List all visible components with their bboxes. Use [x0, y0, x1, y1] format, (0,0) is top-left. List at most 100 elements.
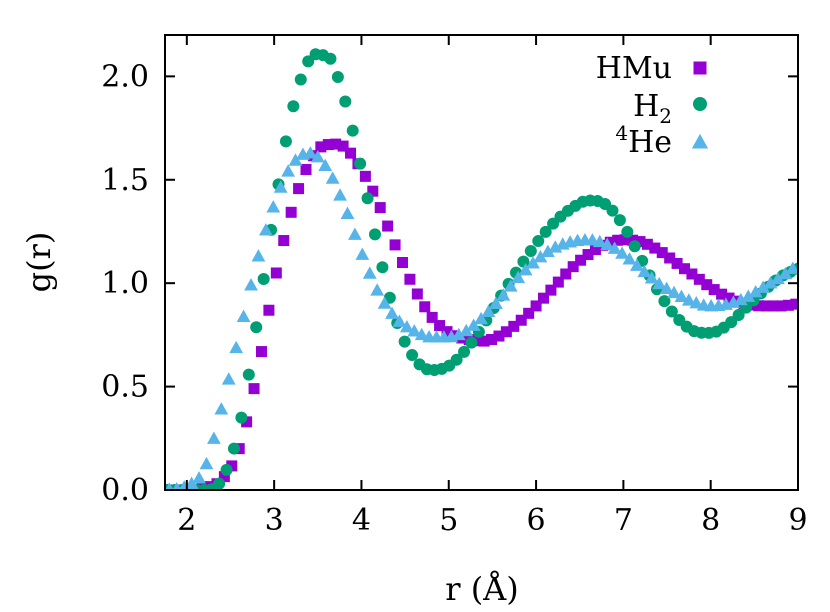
series-point: [511, 270, 526, 283]
series-point: [612, 234, 624, 246]
y-axis-label: g(r): [20, 232, 58, 293]
series-point: [325, 171, 340, 184]
y-tick-label: 1.5: [101, 163, 149, 198]
series-point: [667, 285, 681, 299]
series-point: [374, 202, 386, 214]
series-point: [396, 256, 408, 268]
series-point: [376, 261, 389, 274]
series-point: [532, 235, 545, 248]
legend-h2-subscript: 2: [659, 104, 672, 128]
series-point: [348, 227, 362, 240]
legend-marker-4he: [691, 133, 709, 149]
series-point: [318, 158, 333, 171]
series-point: [419, 301, 431, 313]
legend: HMu H2 4He: [596, 51, 709, 160]
series-point: [575, 254, 587, 266]
series-point: [771, 271, 785, 285]
series-point: [250, 321, 263, 334]
series-point: [613, 214, 626, 227]
series-point: [279, 135, 292, 148]
series-layer: [165, 48, 798, 490]
series-point: [392, 314, 407, 327]
series-point: [213, 477, 226, 490]
series-point: [716, 288, 728, 300]
legend-he4-superscript: 4: [615, 121, 628, 145]
series-point: [533, 250, 548, 263]
series-point: [355, 247, 370, 260]
series-point: [496, 288, 511, 301]
series-point: [385, 306, 399, 319]
series-4he: [165, 146, 798, 490]
series-point: [330, 138, 342, 150]
series-point: [389, 239, 401, 251]
series-point: [199, 456, 214, 470]
series-point: [466, 318, 481, 331]
series-point: [293, 183, 305, 195]
series-point: [763, 276, 778, 289]
series-point: [582, 249, 594, 261]
series-point: [377, 296, 392, 309]
series-point: [622, 252, 637, 265]
series-h2: [165, 48, 798, 490]
series-point: [414, 327, 429, 341]
legend-label-hmu: HMu: [596, 51, 672, 86]
series-point: [302, 55, 315, 68]
series-point: [278, 235, 290, 247]
series-point: [340, 206, 355, 220]
series-point: [600, 237, 615, 250]
series-point: [172, 482, 182, 490]
series-point: [441, 326, 453, 338]
series-point: [658, 295, 671, 308]
series-point: [592, 234, 607, 248]
series-point: [723, 292, 735, 304]
series-point: [315, 141, 327, 153]
series-point: [300, 164, 312, 176]
series-point: [354, 157, 367, 170]
series-point: [221, 372, 236, 385]
series-point: [493, 330, 505, 342]
series-point: [486, 333, 498, 345]
series-point: [411, 288, 423, 300]
series-point: [367, 185, 379, 197]
series-point: [619, 234, 631, 246]
series-point: [451, 327, 466, 341]
series-point: [725, 316, 738, 329]
series-point: [333, 188, 347, 201]
series-point: [324, 52, 337, 65]
series-point: [251, 249, 266, 262]
series-point: [270, 267, 282, 279]
series-point: [489, 296, 503, 310]
series-point: [165, 482, 174, 490]
series-point: [628, 240, 641, 253]
y-tick-label: 1.0: [101, 266, 149, 301]
series-point: [370, 283, 385, 296]
series-point: [641, 238, 653, 250]
x-tick-label: 8: [701, 503, 720, 538]
series-point: [659, 281, 674, 294]
series-point: [257, 272, 270, 285]
ticks-layer: 2 3 4 5 6 7 8 9 0.0 0.5 1.0 1.5 2.0: [101, 35, 808, 538]
series-point: [790, 298, 798, 310]
series-point: [399, 319, 414, 333]
series-point: [281, 164, 295, 177]
series-point: [537, 292, 549, 304]
series-point: [756, 280, 770, 293]
series-point: [589, 243, 601, 255]
series-point: [785, 261, 798, 274]
y-tick-label: 2.0: [101, 59, 149, 94]
series-point: [266, 200, 281, 213]
series-point: [644, 271, 659, 284]
series-point: [782, 299, 794, 311]
series-point: [478, 335, 490, 347]
series-point: [732, 309, 745, 322]
series-point: [434, 320, 446, 332]
series-point: [671, 257, 683, 269]
series-point: [656, 247, 668, 259]
series-point: [227, 442, 240, 455]
series-point: [288, 153, 303, 166]
series-point: [481, 304, 496, 318]
series-point: [426, 311, 438, 323]
series-point: [621, 225, 634, 238]
series-point: [778, 266, 793, 280]
